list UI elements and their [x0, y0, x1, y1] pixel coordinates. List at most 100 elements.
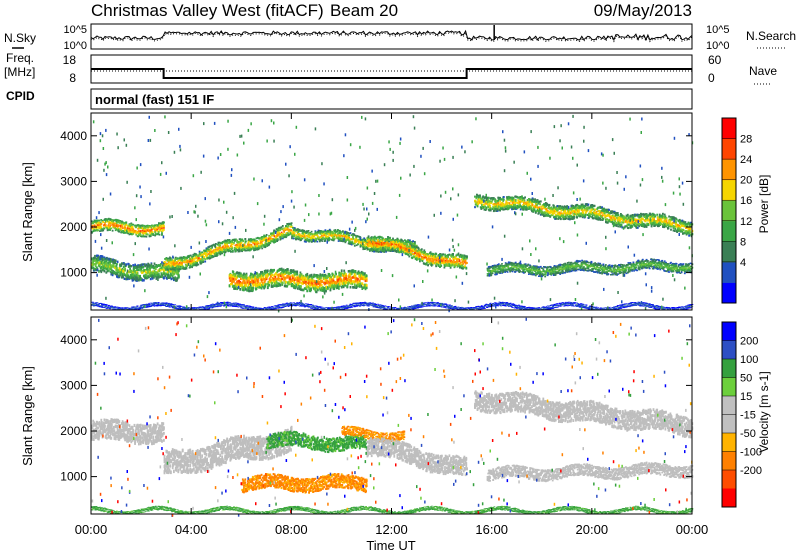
scatter-cell	[98, 223, 101, 226]
scatter-cell	[264, 245, 267, 247]
scatter-cell	[167, 274, 170, 277]
scatter-cell	[364, 238, 367, 241]
frequency-panel: Freq. [MHz] 18 8 60 0 Nave	[4, 51, 777, 85]
scatter-cell	[133, 274, 136, 277]
scatter-cell	[276, 231, 279, 234]
scatter-cell	[116, 268, 118, 272]
scatter-cell	[122, 231, 125, 234]
scatter-cell	[161, 273, 164, 277]
scatter-cell	[166, 265, 169, 268]
scatter-cell	[155, 276, 158, 279]
scatter-cell	[233, 279, 235, 283]
scatter-cell	[130, 231, 133, 233]
scatter-cell	[250, 272, 252, 276]
scatter-cell	[111, 221, 113, 224]
scatter-cell	[313, 274, 316, 278]
scatter-cell	[418, 249, 421, 252]
scatter-cell	[236, 239, 238, 242]
scatter-cell	[206, 254, 208, 257]
scatter-cell	[146, 275, 149, 278]
scatter-cell	[218, 247, 220, 250]
scatter-cell	[204, 250, 207, 252]
scatter-cell	[263, 239, 265, 242]
scatter-cell	[156, 264, 159, 267]
scatter-cell	[397, 239, 400, 242]
scatter-cell	[196, 258, 199, 261]
noise-left-tick-bottom: 10^0	[63, 40, 87, 52]
scatter-cell	[137, 264, 140, 267]
scatter-cell	[244, 241, 247, 244]
scatter-cell	[462, 262, 464, 265]
scatter-cell	[163, 221, 165, 224]
scatter-cell	[117, 270, 120, 274]
scatter-cell	[235, 238, 237, 241]
scatter-cell	[91, 258, 93, 261]
scatter-cell	[349, 232, 352, 234]
scatter-band	[91, 217, 165, 238]
scatter-cell	[200, 257, 203, 260]
scatter-cell	[106, 264, 108, 267]
scatter-cell	[353, 245, 356, 247]
scatter-cell	[141, 226, 143, 228]
scatter-cell	[248, 289, 251, 293]
scatter-cell	[394, 245, 397, 248]
scatter-cell	[245, 249, 248, 252]
scatter-cell	[245, 277, 248, 280]
scatter-cell	[283, 233, 286, 236]
scatter-cell	[434, 255, 437, 258]
scatter-cell	[357, 278, 359, 281]
scatter-cell	[442, 253, 444, 256]
scatter-cell	[182, 257, 185, 260]
scatter-cell	[113, 259, 116, 262]
scatter-cell	[271, 281, 274, 285]
scatter-cell	[169, 267, 172, 270]
scatter-cell	[289, 229, 292, 232]
scatter-cell	[124, 232, 126, 234]
scatter-cell	[213, 243, 215, 246]
scatter-cell	[271, 240, 274, 243]
scatter-cell	[144, 276, 146, 280]
scatter-cell	[365, 279, 368, 282]
scatter-cell	[151, 232, 153, 234]
scatter-cell	[143, 232, 145, 235]
scatter-cell	[103, 227, 106, 230]
scatter-cell	[175, 264, 178, 266]
scatter-cell	[272, 233, 275, 236]
scatter-cell	[129, 276, 132, 279]
scatter-cell	[428, 255, 431, 258]
scatter-cell	[288, 233, 291, 236]
scatter-cell	[108, 226, 111, 229]
scatter-cell	[357, 243, 359, 246]
scatter-cell	[208, 253, 210, 255]
scatter-cell	[208, 248, 210, 251]
scatter-cell	[216, 253, 219, 256]
scatter-cell	[275, 277, 277, 281]
scatter-cell	[195, 255, 198, 258]
scatter-cell	[326, 279, 329, 283]
scatter-cell	[91, 220, 93, 223]
scatter-cell	[285, 280, 287, 284]
scatter-cell	[107, 223, 110, 226]
scatter-cell	[349, 285, 352, 289]
scatter-cell	[213, 248, 216, 251]
scatter-cell	[96, 268, 99, 272]
scatter-cell	[92, 257, 95, 260]
scatter-cell	[174, 263, 177, 265]
scatter-cell	[452, 253, 454, 256]
scatter-cell	[145, 230, 148, 233]
scatter-cell	[383, 251, 386, 253]
scatter-cell	[109, 227, 111, 230]
scatter-cell	[204, 251, 207, 254]
scatter-cell	[151, 275, 153, 278]
scatter-cell	[176, 266, 179, 269]
scatter-cell	[143, 227, 145, 230]
scatter-cell	[136, 232, 138, 235]
scatter-cell	[205, 247, 208, 250]
scatter-cell	[104, 224, 107, 226]
scatter-cell	[340, 232, 342, 235]
scatter-cell	[103, 223, 106, 226]
scatter-cell	[233, 247, 236, 249]
scatter-cell	[248, 243, 251, 246]
scatter-cell	[219, 253, 222, 256]
scatter-cell	[375, 244, 378, 247]
